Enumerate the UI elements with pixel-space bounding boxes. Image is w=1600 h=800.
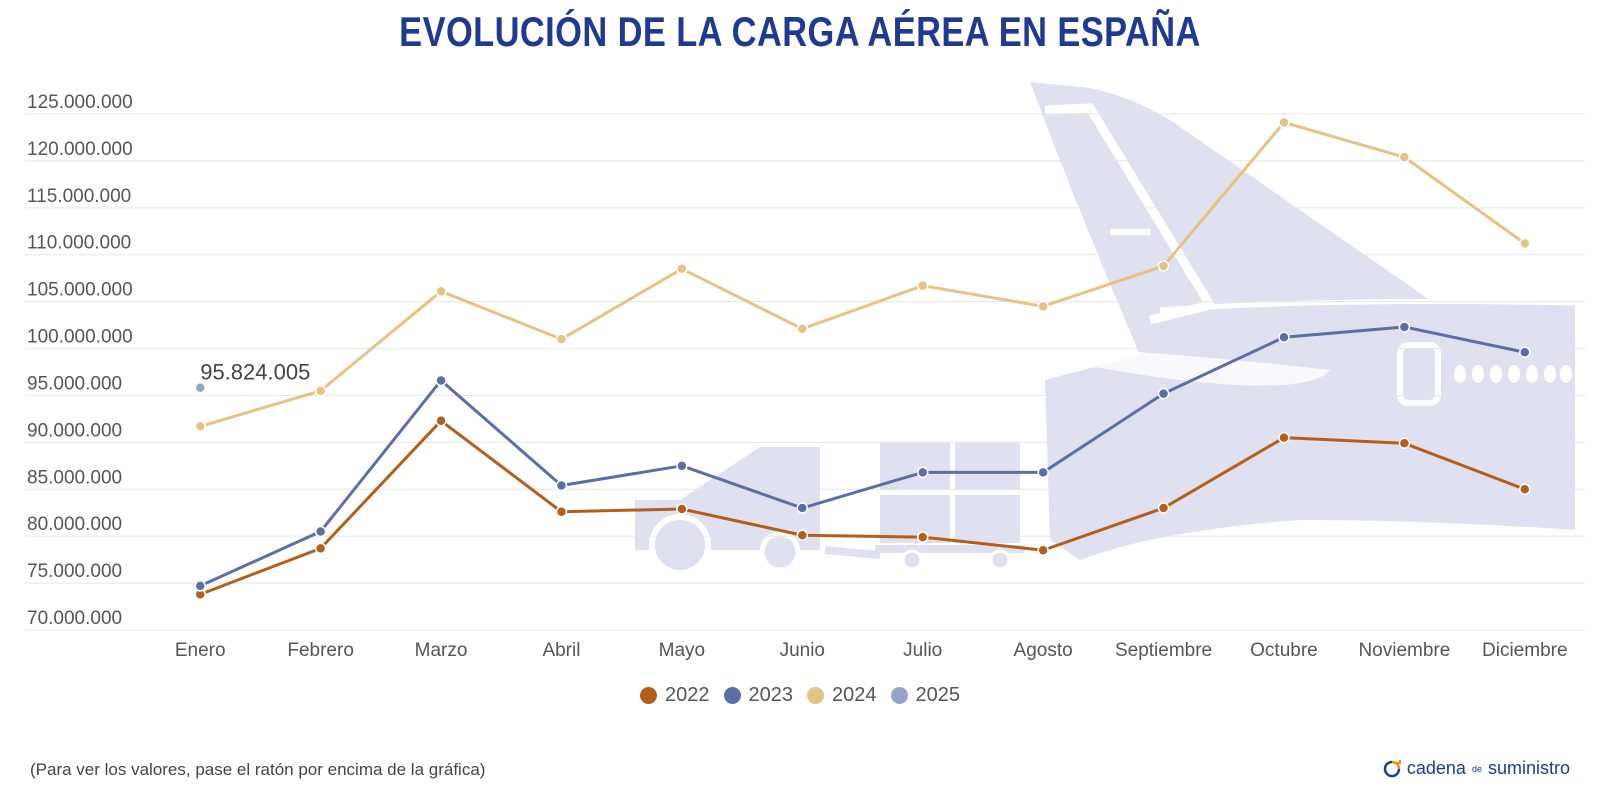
brand-logo[interactable]: cadena de suministro <box>1383 758 1570 779</box>
y-tick-label: 85.000.000 <box>27 467 122 488</box>
legend-swatch-2024 <box>807 687 824 704</box>
data-point-2022[interactable] <box>1519 483 1531 496</box>
x-tick-label: Abril <box>542 640 580 661</box>
data-point-2022[interactable] <box>1278 431 1290 444</box>
legend-item-2022[interactable]: 2022 <box>640 684 710 707</box>
brand-name-part1: cadena <box>1406 758 1466 778</box>
data-point-2022[interactable] <box>796 529 809 541</box>
data-point-2023[interactable] <box>796 502 809 514</box>
data-point-2023[interactable] <box>1037 466 1049 479</box>
data-point-2022[interactable] <box>676 503 688 515</box>
legend-item-2023[interactable]: 2023 <box>723 684 794 707</box>
data-point-2022[interactable] <box>1157 502 1170 514</box>
data-point-2023[interactable] <box>314 525 327 538</box>
series-line-2022 <box>199 419 1526 596</box>
x-tick-label: Septiembre <box>1115 640 1212 661</box>
x-tick-label: Marzo <box>415 640 468 661</box>
legend-swatch-2025 <box>890 687 908 704</box>
series-line-2024 <box>199 120 1526 428</box>
data-point-2023[interactable] <box>1278 331 1290 344</box>
brand-name-part3: suministro <box>1487 758 1570 778</box>
x-tick-label: Noviembre <box>1358 640 1450 661</box>
legend-item-2025[interactable]: 2025 <box>890 684 961 707</box>
series-2024[interactable] <box>194 116 1531 433</box>
data-point-2024[interactable] <box>1278 116 1290 129</box>
y-tick-label: 100.000.000 <box>27 327 133 348</box>
chart-legend: 2022 2023 2024 2025 <box>0 684 1600 707</box>
y-tick-label: 125.000.000 <box>27 92 133 113</box>
series-2023[interactable] <box>194 321 1531 592</box>
data-point-2023[interactable] <box>676 460 688 472</box>
line-chart[interactable]: 70.000.000 75.000.000 80.000.000 85.000.000… <box>0 0 1600 680</box>
legend-item-2024[interactable]: 2024 <box>807 684 877 707</box>
data-point-2022[interactable] <box>555 506 568 518</box>
x-tick-label: Febrero <box>287 640 354 661</box>
x-tick-label: Junio <box>780 640 825 661</box>
refresh-arrows-icon <box>1383 759 1401 777</box>
legend-label-2022: 2022 <box>665 684 710 706</box>
x-tick-label: Enero <box>175 640 226 661</box>
data-point-2022[interactable] <box>1037 544 1049 557</box>
legend-label-2024: 2024 <box>832 684 877 706</box>
data-point-2024[interactable] <box>555 333 568 345</box>
x-tick-label: Julio <box>903 640 942 661</box>
data-point-2023[interactable] <box>435 374 447 387</box>
chart-title: EVOLUCIÓN DE LA CARGA AÉREA EN ESPAÑA <box>399 8 1201 55</box>
data-point-2022[interactable] <box>314 542 327 555</box>
data-point-2023[interactable] <box>1519 346 1531 359</box>
series-2025[interactable] <box>194 381 206 394</box>
y-tick-label: 95.000.000 <box>27 373 122 394</box>
data-point-2024[interactable] <box>916 279 929 292</box>
legend-label-2023: 2023 <box>748 684 794 706</box>
data-label: 95.824.005 <box>200 360 310 385</box>
legend-swatch-2023 <box>723 687 741 704</box>
data-point-2023[interactable] <box>1157 387 1170 400</box>
x-tick-label: Mayo <box>659 640 705 661</box>
data-point-2024[interactable] <box>1037 300 1049 313</box>
data-point-2024[interactable] <box>676 263 688 275</box>
y-tick-label: 110.000.000 <box>27 233 131 254</box>
data-point-2023[interactable] <box>916 466 929 479</box>
series-2022[interactable] <box>194 415 1531 601</box>
legend-swatch-2022 <box>640 687 657 704</box>
data-point-2024[interactable] <box>796 323 809 335</box>
data-point-2024[interactable] <box>1398 151 1411 163</box>
data-point-2024[interactable] <box>314 385 327 397</box>
footnote: (Para ver los valores, pase el ratón por… <box>30 760 486 779</box>
data-point-2025[interactable] <box>194 381 206 394</box>
data-point-2024[interactable] <box>1519 237 1531 250</box>
y-tick-label: 80.000.000 <box>27 514 122 535</box>
y-tick-label: 90.000.000 <box>27 420 122 441</box>
data-point-2024[interactable] <box>435 285 447 298</box>
data-point-2024[interactable] <box>194 420 206 433</box>
y-tick-label: 105.000.000 <box>27 280 133 301</box>
data-point-2024[interactable] <box>1157 260 1170 272</box>
data-point-2023[interactable] <box>1398 321 1411 333</box>
y-tick-label: 115.000.000 <box>27 186 131 207</box>
brand-name-part2: de <box>1471 763 1482 774</box>
y-tick-label: 120.000.000 <box>27 139 133 160</box>
data-point-2022[interactable] <box>1398 437 1411 450</box>
data-point-2023[interactable] <box>194 580 206 592</box>
x-tick-label: Diciembre <box>1482 640 1568 661</box>
airplane-cargo-watermark-icon <box>635 82 1576 576</box>
x-tick-label: Agosto <box>1014 640 1073 661</box>
data-point-2022[interactable] <box>916 531 929 543</box>
data-point-2022[interactable] <box>435 415 447 427</box>
x-tick-label: Octubre <box>1250 640 1318 661</box>
data-point-2023[interactable] <box>555 479 568 492</box>
series-line-2023 <box>199 325 1526 588</box>
legend-label-2025: 2025 <box>915 684 961 706</box>
y-tick-label: 75.000.000 <box>27 561 122 582</box>
y-tick-label: 70.000.000 <box>27 608 122 629</box>
